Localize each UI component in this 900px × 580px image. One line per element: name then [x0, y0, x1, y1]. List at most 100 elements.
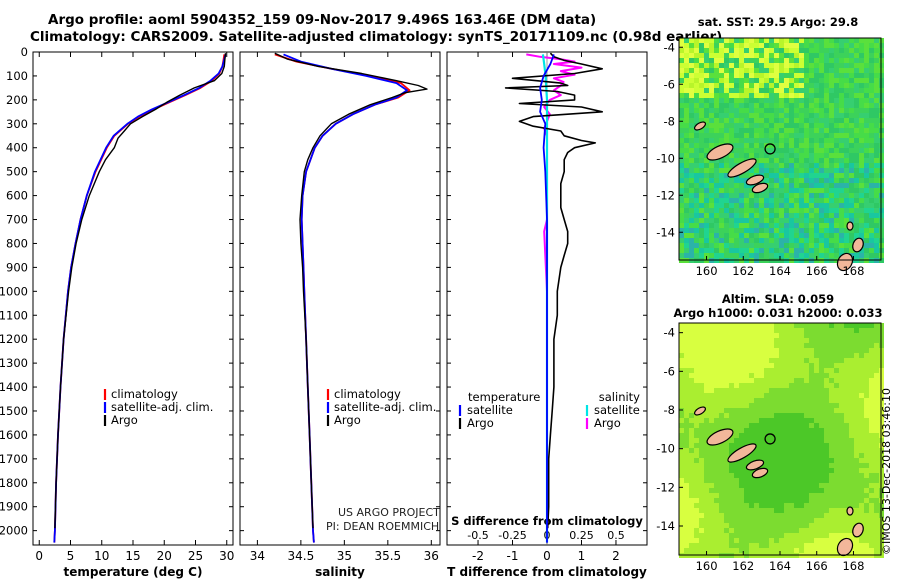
map-cell [699, 143, 704, 148]
map-cell [804, 403, 809, 408]
map-cell [804, 423, 809, 428]
map-cell [874, 538, 879, 543]
map-cell [839, 78, 844, 83]
map-cell [799, 153, 804, 158]
map-cell [719, 108, 724, 113]
map-cell [759, 108, 764, 113]
depth-tick-label: 0 [21, 45, 28, 59]
map-cell [799, 248, 804, 253]
map-cell [714, 73, 719, 78]
map-cell [779, 143, 784, 148]
map-cell [759, 88, 764, 93]
map-cell [824, 498, 829, 503]
map-cell [684, 138, 689, 143]
map-cell [714, 133, 719, 138]
map-cell [679, 343, 684, 348]
map-cell [874, 383, 879, 388]
map-cell [709, 343, 714, 348]
map-cell [824, 438, 829, 443]
map-cell [724, 408, 729, 413]
map-cell [714, 238, 719, 243]
map-cell [839, 493, 844, 498]
map-cell [864, 118, 869, 123]
map-cell [814, 533, 819, 538]
map-cell [684, 488, 689, 493]
map-x-tick-label: 168 [842, 559, 864, 573]
map-cell [849, 168, 854, 173]
map-cell [869, 423, 874, 428]
map-cell [684, 188, 689, 193]
map-cell [874, 488, 879, 493]
map-cell [719, 83, 724, 88]
map-cell [749, 528, 754, 533]
map-cell [679, 178, 684, 183]
map-cell [809, 98, 814, 103]
map-cell [734, 98, 739, 103]
map-cell [774, 228, 779, 233]
map-cell [819, 373, 824, 378]
map-cell [709, 328, 714, 333]
map-cell [814, 373, 819, 378]
map-cell [769, 223, 774, 228]
map-cell [859, 443, 864, 448]
map-cell [704, 388, 709, 393]
map-cell [839, 123, 844, 128]
map-cell [824, 323, 829, 328]
map-cell [769, 178, 774, 183]
map-cell [714, 68, 719, 73]
map-cell [824, 523, 829, 528]
map-cell [679, 433, 684, 438]
map-cell [764, 218, 769, 223]
map-cell [789, 323, 794, 328]
map-cell [694, 523, 699, 528]
map-cell [799, 48, 804, 53]
map-cell [874, 143, 879, 148]
map-cell [729, 468, 734, 473]
map-cell [769, 358, 774, 363]
map-cell [819, 538, 824, 543]
map-cell [824, 513, 829, 518]
map-cell [864, 523, 869, 528]
map-cell [849, 193, 854, 198]
map-cell [844, 128, 849, 133]
map-cell [874, 253, 879, 258]
map-cell [824, 153, 829, 158]
map-cell [749, 88, 754, 93]
x-tick-label: 35.5 [374, 549, 401, 563]
map-cell [874, 178, 879, 183]
map-cell [794, 108, 799, 113]
map-cell [684, 223, 689, 228]
map-cell [704, 438, 709, 443]
map-cell [704, 403, 709, 408]
map-cell [834, 498, 839, 503]
map-cell [829, 148, 834, 153]
map-cell [694, 388, 699, 393]
map-cell [859, 63, 864, 68]
map-cell [834, 218, 839, 223]
map-cell [844, 108, 849, 113]
map-cell [819, 188, 824, 193]
map-cell [724, 488, 729, 493]
map-cell [809, 203, 814, 208]
map-cell [779, 48, 784, 53]
map-cell [744, 103, 749, 108]
depth-tick-label: 1200 [0, 332, 28, 346]
map-cell [769, 243, 774, 248]
map-cell [684, 503, 689, 508]
map-cell [834, 503, 839, 508]
map-cell [839, 188, 844, 193]
map-cell [704, 113, 709, 118]
map-cell [859, 218, 864, 223]
map-cell [859, 103, 864, 108]
map-cell [729, 393, 734, 398]
map-cell [714, 373, 719, 378]
island-shape [751, 467, 769, 479]
map-cell [679, 138, 684, 143]
map-cell [759, 133, 764, 138]
map-cell [709, 78, 714, 83]
map-cell [839, 103, 844, 108]
map-cell [764, 398, 769, 403]
map-cell [874, 98, 879, 103]
depth-tick-label: 100 [6, 69, 28, 83]
map-cell [704, 328, 709, 333]
